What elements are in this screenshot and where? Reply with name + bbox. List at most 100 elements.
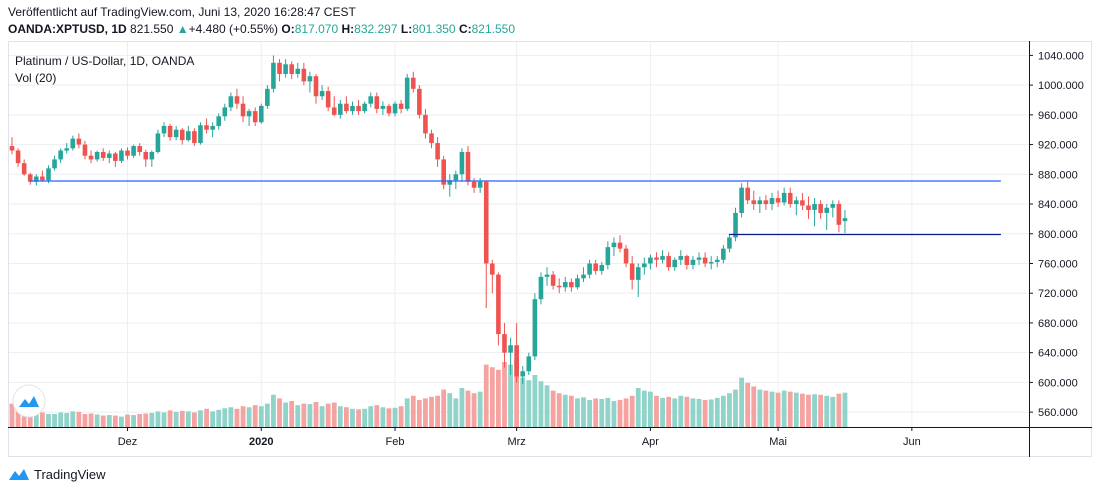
volume-bar	[763, 390, 769, 427]
volume-bar	[739, 377, 744, 427]
volume-bar	[344, 407, 349, 427]
tv-logo-icon[interactable]	[12, 384, 46, 418]
volume-bar	[793, 392, 799, 427]
volume-bar	[775, 392, 781, 427]
candle-body	[186, 131, 191, 141]
candle-body	[198, 125, 203, 144]
candle-body	[362, 103, 367, 112]
candle-body	[46, 168, 51, 181]
candle-body	[179, 129, 185, 141]
volume-bar	[161, 412, 167, 427]
volume-bar	[496, 369, 501, 427]
volume-bar	[386, 408, 392, 427]
candle-body	[441, 159, 446, 185]
candle-body	[76, 138, 82, 145]
candle-body	[642, 263, 647, 268]
volume-bar	[727, 393, 732, 427]
volume-bar	[483, 364, 489, 427]
volume-bar	[301, 403, 307, 427]
volume-bar	[234, 408, 240, 427]
candle-body	[52, 159, 57, 169]
candle-body	[125, 150, 130, 156]
candle-body	[64, 148, 70, 151]
volume-bar	[112, 415, 118, 427]
change: +4.480 (+0.55%)	[188, 22, 279, 36]
volume-bar	[423, 398, 428, 427]
x-tick-label: Feb	[386, 436, 405, 448]
candle-body	[70, 138, 76, 149]
candle-body	[471, 181, 477, 188]
candle-body	[490, 263, 495, 275]
candle-body	[800, 200, 805, 206]
close-value: 821.550	[471, 22, 516, 36]
candle-body	[9, 146, 15, 151]
candle-body	[629, 263, 635, 280]
volume-bar	[131, 415, 136, 427]
horizontal-lines[interactable]	[30, 180, 1001, 236]
volume-bar	[568, 395, 574, 427]
volume-bar	[15, 406, 21, 427]
footer-brand[interactable]: TradingView	[8, 464, 106, 484]
volume-bar	[447, 393, 453, 427]
candle-body	[88, 155, 94, 160]
candle-body	[562, 282, 568, 288]
volume-bar	[33, 411, 39, 427]
candle-body	[277, 62, 282, 74]
price-chart[interactable]: 1040.000 1000.000 960.000 920.000 880.000 840…	[8, 41, 1092, 457]
close-label: C:	[458, 22, 472, 36]
candle-body	[410, 77, 416, 89]
candle-body	[459, 152, 465, 175]
volume-bar	[544, 385, 550, 427]
volume-bar	[769, 391, 775, 427]
y-tick-label: 960.000	[1038, 110, 1078, 122]
volume-bar	[556, 393, 562, 427]
candle-body	[167, 125, 173, 138]
tradingview-logo-icon	[9, 469, 29, 480]
candle-body	[143, 152, 149, 160]
x-tick-label: Apr	[642, 436, 659, 448]
candle-body	[520, 371, 526, 377]
open-label: O:	[281, 22, 295, 36]
candle-body	[781, 192, 787, 203]
candle-body	[15, 150, 21, 164]
volume-bar	[295, 405, 301, 427]
candle-body	[684, 256, 690, 265]
candle-body	[550, 274, 556, 286]
volume-bar	[173, 411, 179, 427]
candle-body	[575, 278, 580, 288]
candle-body	[155, 133, 161, 152]
volume-bar	[806, 394, 811, 427]
volume-bar	[489, 367, 495, 427]
volume-bar	[283, 402, 288, 427]
volume-bar	[27, 408, 33, 427]
volume-bar	[40, 412, 45, 427]
candle-body	[252, 111, 258, 123]
volume-bar	[824, 395, 830, 427]
candle-body	[149, 152, 155, 160]
volume-bar	[690, 398, 696, 427]
volume-bar	[258, 406, 264, 427]
volume-bar	[289, 401, 295, 427]
y-tick-label: 840.000	[1038, 199, 1078, 211]
volume-bar	[368, 406, 374, 427]
volume-bar	[830, 396, 836, 427]
axes	[8, 41, 1092, 457]
candle-body	[40, 176, 45, 181]
brand-name: TradingView	[34, 466, 106, 482]
candle-body	[483, 181, 489, 264]
volume-bar	[660, 397, 665, 427]
candles	[9, 55, 848, 384]
candle-body	[648, 257, 653, 264]
low-value: 801.350	[412, 22, 456, 36]
volume-bar	[648, 391, 653, 427]
volume-bar	[605, 397, 611, 427]
candle-body	[119, 150, 124, 161]
volume-bar	[842, 392, 848, 427]
volume-bar	[459, 388, 465, 427]
candle-body	[611, 242, 617, 248]
volume-bar	[562, 394, 568, 427]
volume-bar	[228, 407, 234, 427]
candle-body	[508, 345, 513, 353]
volume-bar	[100, 415, 106, 427]
candle-body	[325, 91, 331, 108]
